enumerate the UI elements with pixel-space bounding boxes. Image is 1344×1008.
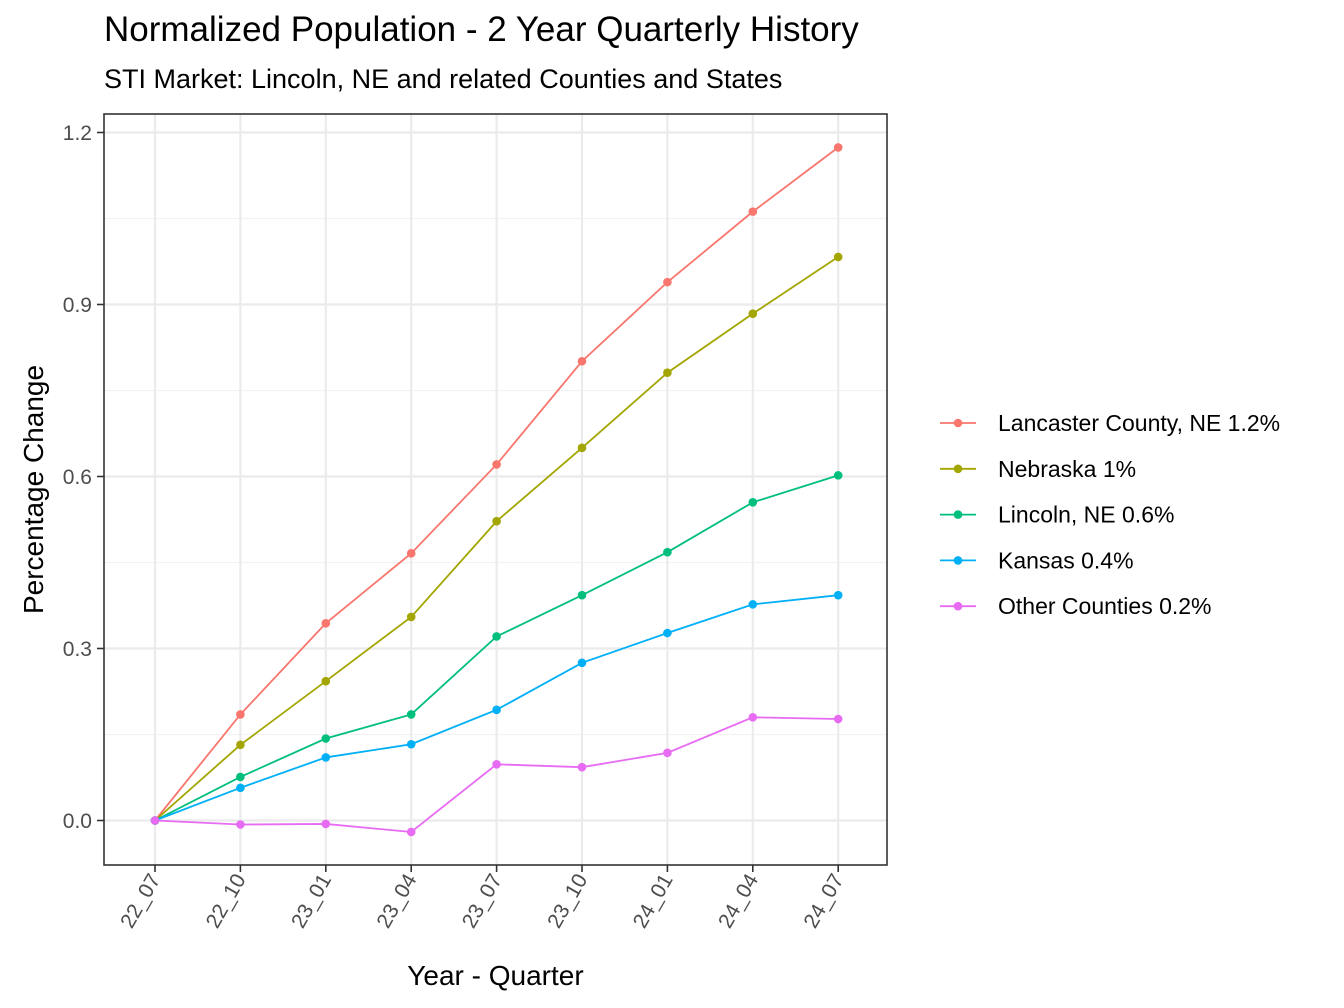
data-point [577, 658, 587, 668]
data-point [492, 460, 501, 469]
data-point [321, 676, 331, 686]
data-point [748, 498, 758, 507]
data-point [321, 819, 331, 829]
x-tick-label: 23_04 [372, 870, 421, 932]
x-tick-label: 22_10 [202, 870, 251, 932]
x-tick-label: 23_10 [543, 870, 592, 932]
legend-item: Lancaster County, NE 1.2% [940, 410, 1280, 436]
x-tick-label: 22_07 [116, 870, 165, 932]
data-point [492, 516, 501, 526]
x-tick-label: 24_07 [799, 870, 848, 932]
data-point [492, 760, 501, 769]
grid [104, 114, 887, 865]
legend-label: Lancaster County, NE 1.2% [998, 410, 1280, 436]
data-point [663, 748, 672, 758]
legend-label: Kansas 0.4% [998, 547, 1134, 573]
data-point [748, 713, 758, 722]
data-point [406, 827, 416, 837]
data-point [833, 471, 843, 480]
y-tick-label: 0.9 [63, 294, 92, 317]
data-point [748, 309, 758, 318]
legend-label: Nebraska 1% [998, 456, 1136, 482]
series-lines [150, 143, 843, 837]
series-2 [150, 471, 843, 825]
data-point [748, 207, 758, 216]
data-point [492, 632, 501, 641]
x-axis-title: Year - Quarter [407, 960, 583, 991]
y-tick-label: 0.6 [63, 466, 92, 489]
chart-title: Normalized Population - 2 Year Quarterly… [104, 10, 859, 49]
data-point [577, 762, 587, 772]
y-tick-label: 1.2 [63, 122, 92, 145]
legend-key-point [953, 556, 963, 565]
data-point [492, 705, 501, 715]
data-point [406, 739, 416, 749]
legend-key-point [953, 418, 963, 428]
data-point [663, 547, 672, 557]
data-point [833, 143, 843, 152]
chart-subtitle: STI Market: Lincoln, NE and related Coun… [104, 64, 783, 94]
data-point [663, 277, 672, 287]
legend-label: Other Counties 0.2% [998, 593, 1212, 619]
y-tick-label: 0.3 [63, 638, 92, 661]
data-point [663, 368, 672, 378]
data-point [236, 772, 245, 782]
data-point [577, 443, 587, 453]
y-tick-label: 0.0 [63, 810, 92, 833]
data-point [748, 600, 758, 609]
data-point [236, 710, 245, 719]
x-tick-label: 24_01 [629, 870, 678, 932]
x-tick-label: 23_07 [458, 870, 507, 932]
data-point [236, 783, 245, 793]
x-tick-label: 24_04 [714, 870, 763, 932]
legend-item: Other Counties 0.2% [940, 593, 1212, 619]
data-point [321, 734, 331, 743]
data-point [577, 356, 587, 366]
plot-panel-border [103, 113, 888, 866]
legend-item: Kansas 0.4% [940, 547, 1134, 573]
data-point [833, 714, 843, 724]
legend-label: Lincoln, NE 0.6% [998, 502, 1174, 528]
data-point [663, 628, 672, 638]
legend-item: Lincoln, NE 0.6% [940, 502, 1174, 528]
data-point [406, 710, 416, 719]
data-point [406, 549, 416, 558]
legend-key-point [953, 510, 963, 519]
y-axis-title: Percentage Change [18, 365, 49, 614]
data-point [321, 753, 331, 762]
data-point [150, 816, 160, 825]
legend-item: Nebraska 1% [940, 456, 1136, 482]
x-tick-label: 23_01 [287, 870, 336, 932]
legend: Lancaster County, NE 1.2% Nebraska 1% Linc… [940, 410, 1280, 619]
data-point [833, 252, 843, 262]
data-point [577, 590, 587, 600]
data-point [236, 820, 245, 829]
data-point [406, 612, 416, 622]
data-point [833, 590, 843, 600]
data-point [236, 740, 245, 750]
data-point [321, 618, 331, 628]
legend-key-point [953, 601, 963, 611]
legend-key-point [953, 464, 963, 474]
series-4 [150, 713, 843, 837]
